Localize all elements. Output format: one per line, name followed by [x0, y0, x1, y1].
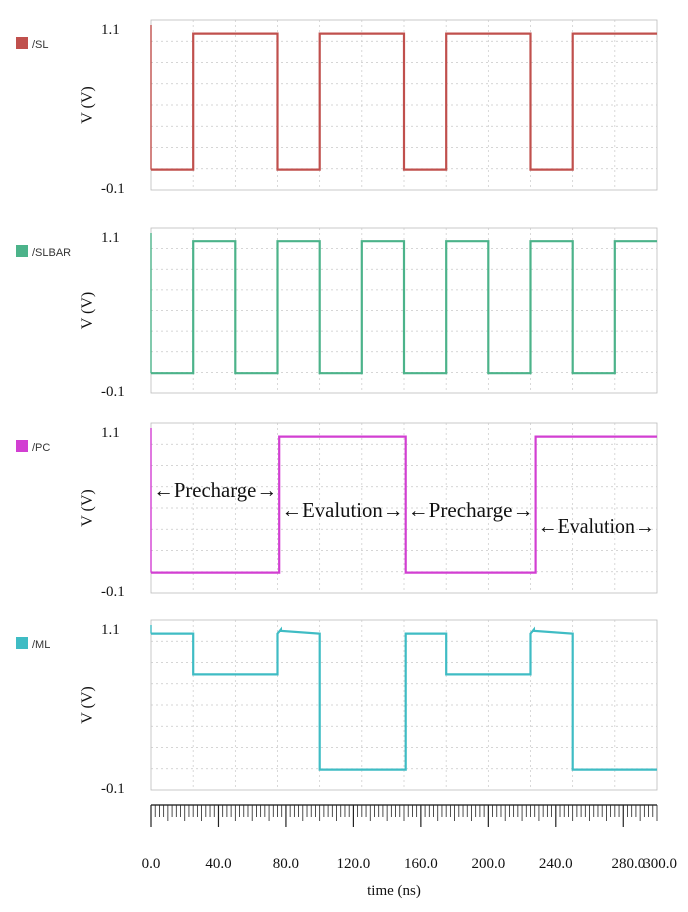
- x-axis: 0.0 40.0 80.0 120.0 160.0 200.0 240.0 280.0300.…: [142, 804, 677, 899]
- phase-annotation: ←Evalution→: [538, 514, 655, 538]
- legend-label: /PC: [32, 442, 50, 454]
- x-tick-label: 80.0: [273, 856, 299, 872]
- y-tick-label: -0.1: [101, 181, 125, 197]
- x-tick-label: 200.0: [471, 856, 505, 872]
- legend-swatch: [16, 440, 28, 452]
- panel-slbar: /SLBAR 1.1 -0.1 V (V): [16, 227, 658, 400]
- y-tick-label: 1.1: [101, 230, 120, 246]
- series-line-ml: [151, 626, 657, 771]
- y-axis-label: V (V): [79, 686, 96, 723]
- x-tick-label: 0.0: [142, 856, 161, 872]
- y-tick-label: -0.1: [101, 584, 125, 600]
- legend-label: /ML: [32, 639, 50, 651]
- x-tick-label: 280.0: [612, 856, 646, 872]
- x-tick-label: 120.0: [337, 856, 371, 872]
- legend-label: /SLBAR: [32, 247, 71, 259]
- panel-pc: /PC1.1-0.1V (V) ←Precharge→←Evalution→ ←Pr…: [16, 422, 658, 600]
- x-tick-label: 160.0: [404, 856, 438, 872]
- y-tick-label: 1.1: [101, 22, 120, 38]
- grid: [151, 423, 657, 593]
- panel-sl: /SL 1.1 -0.1 V (V): [16, 19, 658, 197]
- series-line-slbar: [151, 240, 657, 375]
- y-tick-label: -0.1: [101, 384, 125, 400]
- legend-swatch: [16, 245, 28, 257]
- y-axis-label: V (V): [79, 489, 96, 526]
- y-axis-label: V (V): [79, 86, 96, 123]
- phase-annotation: ←Precharge→: [408, 498, 534, 522]
- panel-ml: /ML 1.1 -0.1 V (V): [16, 619, 658, 797]
- x-tick-label: 40.0: [205, 856, 231, 872]
- x-tick-label: 300.0: [643, 856, 677, 872]
- legend-swatch: [16, 37, 28, 49]
- phase-annotation: ←Evalution→: [281, 498, 403, 522]
- phase-annotation: ←Precharge→: [153, 478, 277, 502]
- series-line-pc: [151, 435, 657, 574]
- y-tick-label: 1.1: [101, 425, 120, 441]
- x-tick-label: 240.0: [539, 856, 573, 872]
- y-tick-label: 1.1: [101, 622, 120, 638]
- x-axis-label: time (ns): [367, 883, 421, 899]
- y-axis-label: V (V): [79, 292, 96, 329]
- legend-swatch: [16, 637, 28, 649]
- series-line-sl: [151, 32, 657, 171]
- legend-label: /SL: [32, 39, 49, 51]
- y-tick-label: -0.1: [101, 781, 125, 797]
